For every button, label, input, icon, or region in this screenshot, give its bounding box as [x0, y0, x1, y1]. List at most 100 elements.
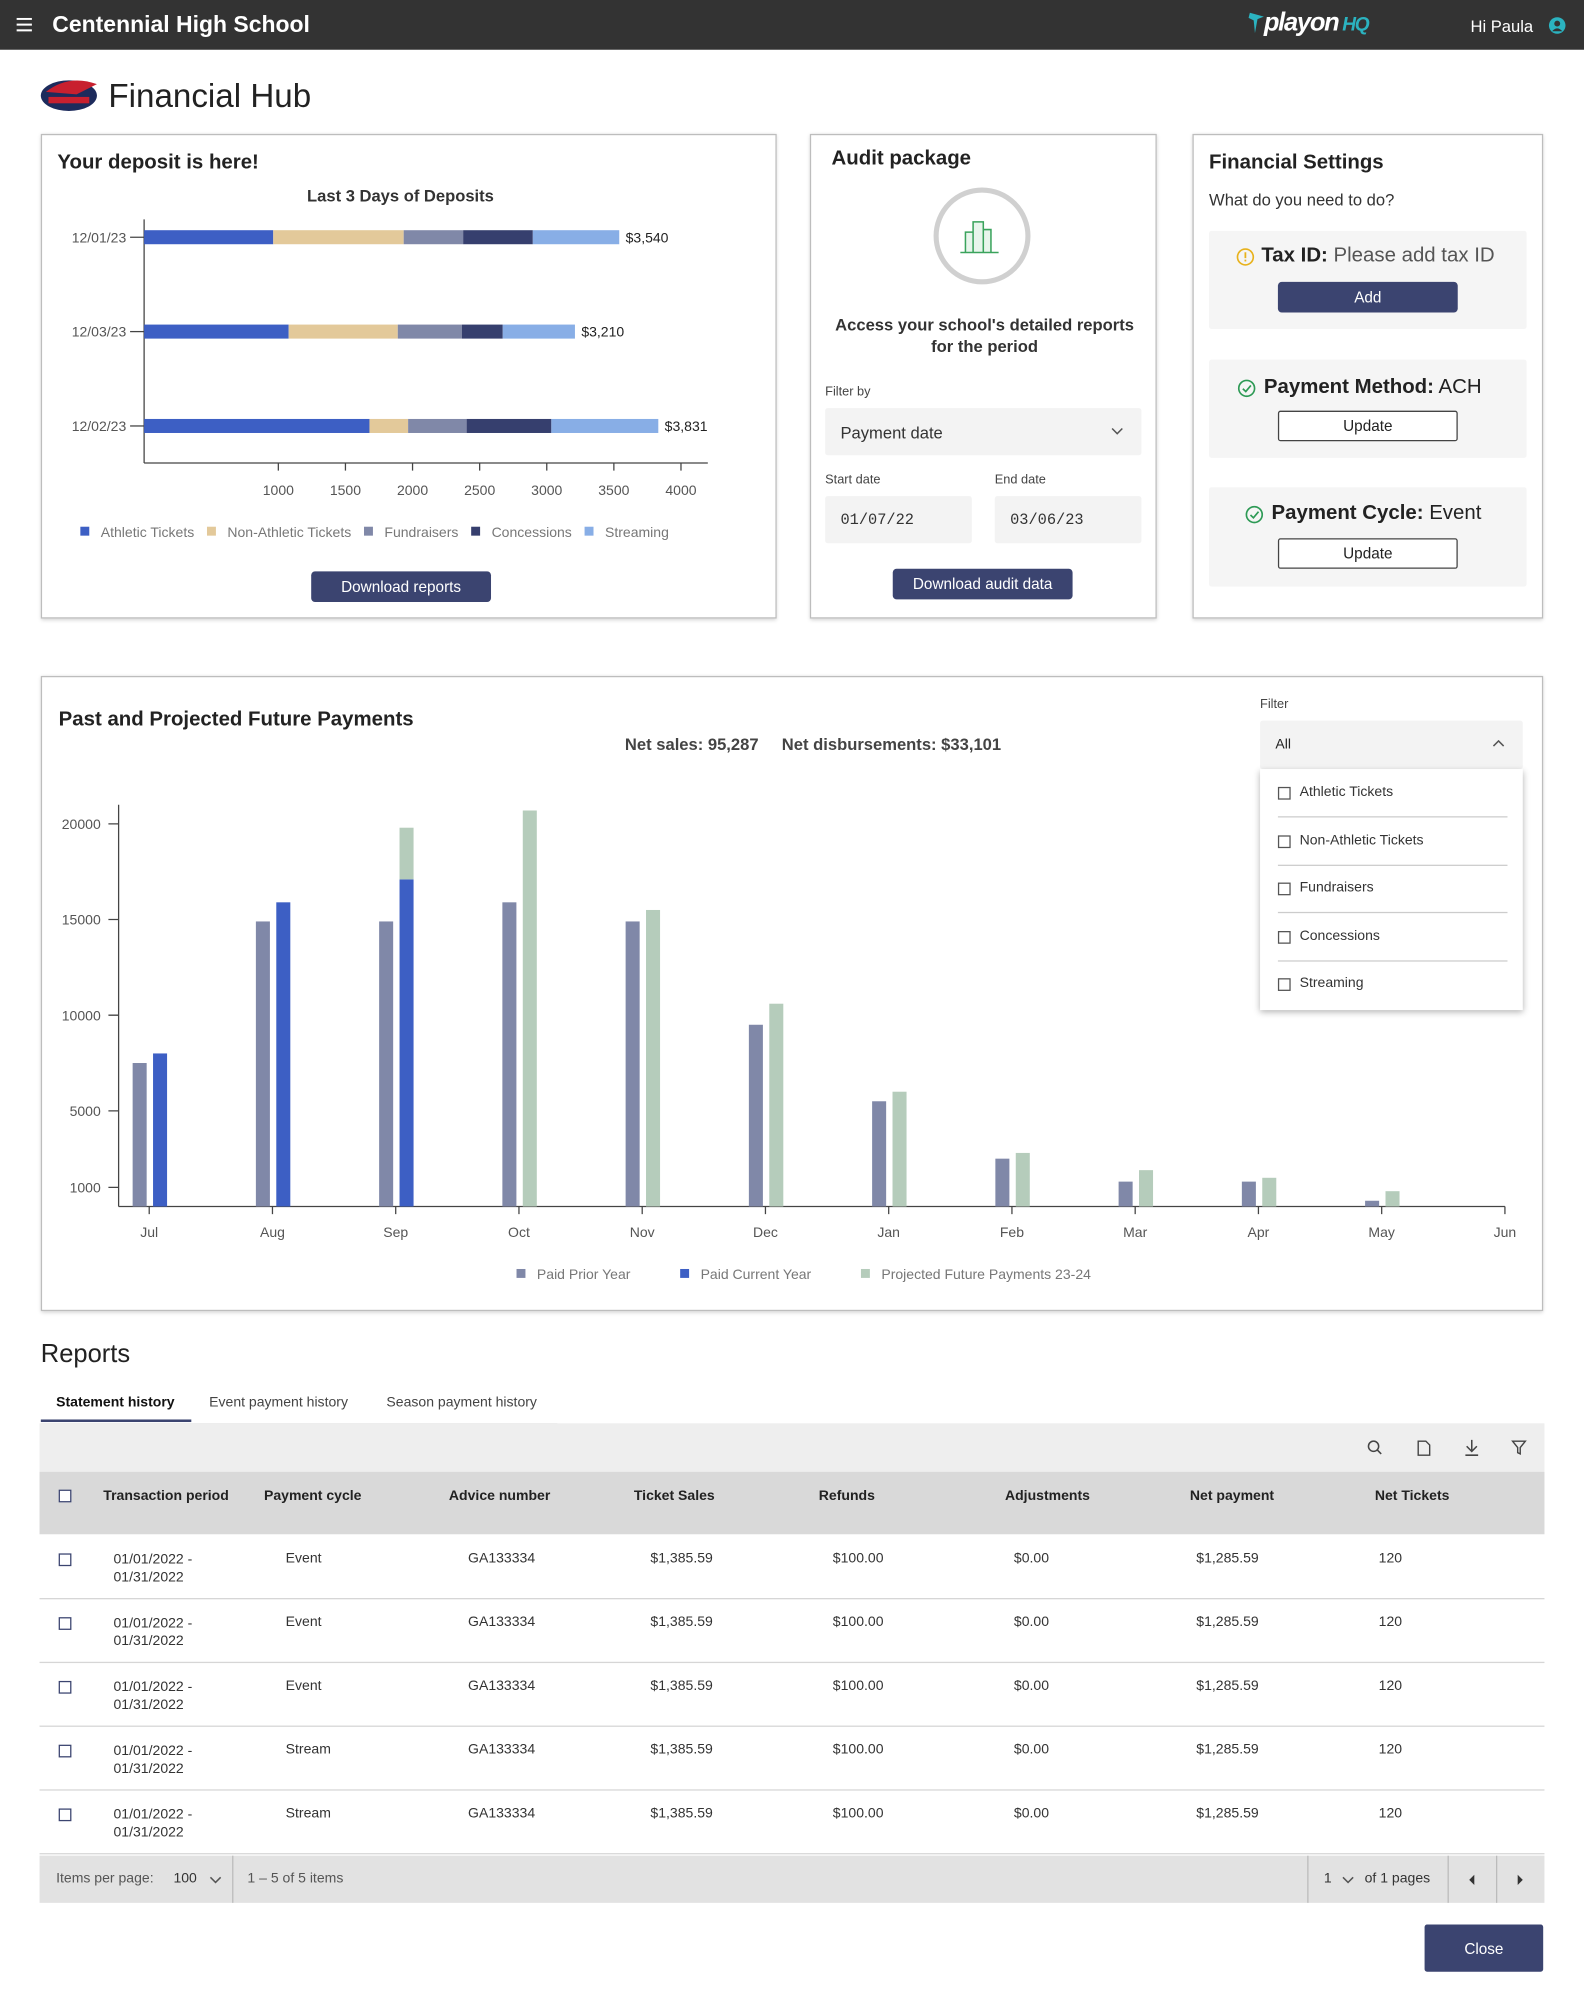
table-cell: $1,385.59: [650, 1742, 713, 1758]
option-label[interactable]: Fundraisers: [1299, 880, 1374, 896]
end-date-label: End date: [994, 473, 1046, 488]
column-header[interactable]: Net Tickets: [1374, 1488, 1450, 1504]
row-checkbox[interactable]: [58, 1617, 72, 1630]
export-icon[interactable]: [1417, 1440, 1431, 1456]
option-label[interactable]: Concessions: [1299, 928, 1380, 944]
x-tick-label: 3500: [598, 482, 629, 498]
option-checkbox[interactable]: [1277, 882, 1291, 896]
bar-segment: [532, 230, 620, 245]
table-cell: GA133334: [468, 1742, 536, 1758]
option-checkbox[interactable]: [1277, 978, 1291, 992]
brand-name: playon HQ: [1263, 8, 1370, 38]
next-page[interactable]: [1517, 1874, 1523, 1885]
item-range: 1 – 5 of 5 items: [247, 1870, 344, 1887]
bar-segment: [369, 418, 409, 433]
menu-icon[interactable]: [16, 17, 34, 32]
row-checkbox[interactable]: [58, 1680, 72, 1694]
option-label[interactable]: Non-Athletic Tickets: [1299, 832, 1424, 848]
x-tick-label: May: [1368, 1224, 1394, 1240]
option-label[interactable]: Streaming: [1299, 976, 1364, 992]
row-checkbox[interactable]: [58, 1553, 72, 1567]
y-tick-label: 10000: [62, 1007, 101, 1023]
payments-filter-select[interactable]: [1260, 720, 1523, 770]
close-button[interactable]: Close: [1424, 1924, 1544, 1972]
bar: [379, 921, 394, 1207]
end-date-value: 03/06/23: [1010, 511, 1084, 530]
select-all-checkbox[interactable]: [58, 1489, 72, 1503]
bar: [522, 810, 537, 1207]
column-header[interactable]: Net payment: [1189, 1488, 1275, 1504]
x-tick-label: Nov: [630, 1224, 655, 1240]
check-icon: [1237, 379, 1256, 398]
end-date-input[interactable]: [994, 496, 1142, 544]
tax-id-value: Please add tax ID: [1333, 244, 1495, 267]
select-chevron-up: [1492, 739, 1505, 747]
filter-select[interactable]: [825, 408, 1142, 456]
footer-divider: [232, 1855, 234, 1903]
download-reports-button[interactable]: Download reports: [311, 571, 492, 602]
tab[interactable]: Season payment history: [386, 1395, 537, 1411]
payment-method-value: ACH: [1438, 376, 1482, 398]
x-tick-label: 2500: [464, 482, 495, 498]
table-header: [39, 1471, 1545, 1535]
table-cell: $1,285.59: [1196, 1678, 1259, 1694]
table-cell: $100.00: [832, 1742, 884, 1758]
bar-segment: [397, 324, 462, 339]
bar-segment: [288, 324, 398, 339]
filter-icon[interactable]: [1511, 1440, 1527, 1456]
table-cell: $100.00: [832, 1550, 884, 1567]
footer-divider: [1495, 1855, 1498, 1903]
audit-description: Access your school's detailed reports fo…: [835, 315, 1134, 356]
brand-text: playon: [1263, 8, 1340, 37]
bar: [1015, 1152, 1030, 1207]
tab-bar: Statement history Event payment history Se…: [40, 1388, 558, 1425]
option-label[interactable]: Athletic Tickets: [1299, 784, 1394, 800]
download-audit-button[interactable]: Download audit data: [892, 568, 1073, 600]
filter-value: Payment date: [840, 423, 943, 443]
prev-page[interactable]: [1469, 1874, 1475, 1885]
payment-method-label: Payment Method:: [1263, 376, 1434, 398]
user-icon[interactable]: [1548, 17, 1566, 35]
legend-label: Non-Athletic Tickets: [227, 524, 351, 540]
update-cycle-button[interactable]: Update: [1277, 538, 1458, 569]
row-checkbox[interactable]: [58, 1808, 72, 1822]
tab[interactable]: Event payment history: [209, 1395, 348, 1411]
net-disbursements: Net disbursements: $33,101: [781, 734, 1002, 754]
tab[interactable]: Statement history: [56, 1395, 175, 1411]
legend-swatch: [860, 1268, 870, 1278]
option-checkbox[interactable]: [1277, 834, 1291, 848]
column-header[interactable]: Transaction period: [103, 1488, 229, 1504]
table-cell: $1,285.59: [1196, 1742, 1259, 1758]
add-tax-id-button[interactable]: Add: [1277, 281, 1458, 313]
tax-id-label: Tax ID:: [1261, 244, 1328, 267]
download-icon[interactable]: [1465, 1439, 1479, 1456]
legend-swatch: [206, 526, 216, 536]
column-header[interactable]: Refunds: [818, 1488, 875, 1504]
update-method-button[interactable]: Update: [1277, 410, 1458, 442]
page-number[interactable]: 1: [1323, 1870, 1332, 1887]
table-cell: 120: [1378, 1678, 1403, 1694]
bar: [748, 1024, 763, 1207]
row-checkbox[interactable]: [58, 1744, 72, 1758]
legend-label: Concessions: [492, 524, 572, 540]
column-header[interactable]: Advice number: [448, 1488, 551, 1504]
search-icon[interactable]: [1367, 1440, 1382, 1455]
column-header[interactable]: Ticket Sales: [633, 1488, 715, 1504]
table-cell: $100.00: [832, 1678, 884, 1694]
column-header[interactable]: Adjustments: [1004, 1488, 1090, 1504]
x-tick-label: Apr: [1248, 1224, 1270, 1240]
x-tick-label: Feb: [1000, 1224, 1024, 1240]
start-date-value: 01/07/22: [840, 511, 914, 530]
legend-label: Athletic Tickets: [101, 524, 194, 540]
table-cell: 01/01/2022 - 01/31/2022: [113, 1679, 193, 1713]
option-checkbox[interactable]: [1277, 786, 1291, 800]
option-checkbox[interactable]: [1277, 930, 1291, 944]
legend-label: Fundraisers: [384, 524, 458, 540]
y-tick-label: 1000: [70, 1179, 101, 1195]
table-cell: $0.00: [1013, 1742, 1050, 1758]
column-header[interactable]: Payment cycle: [263, 1488, 362, 1504]
settings-heading: Financial Settings: [1209, 151, 1384, 174]
start-date-input[interactable]: [825, 496, 972, 544]
bar: [1139, 1170, 1154, 1207]
items-per-page-value[interactable]: 100: [173, 1870, 197, 1887]
